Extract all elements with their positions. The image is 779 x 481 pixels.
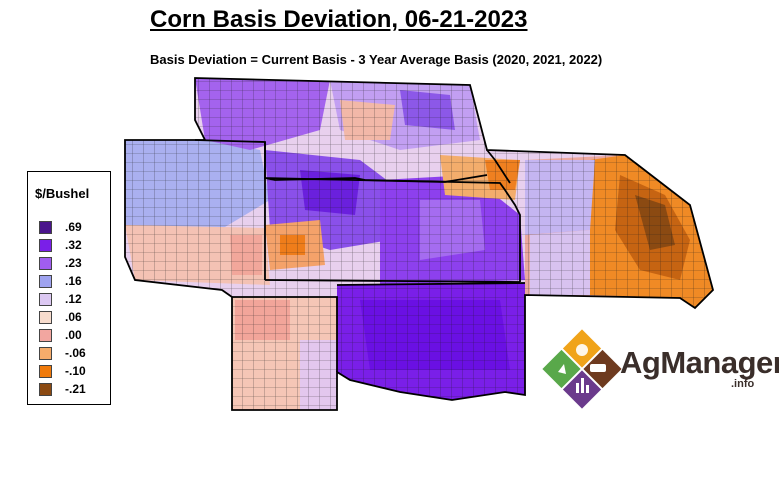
- map-subtitle: Basis Deviation = Current Basis - 3 Year…: [150, 52, 603, 67]
- legend-label: .12: [65, 292, 82, 306]
- legend-label: .32: [65, 238, 82, 252]
- legend-swatch: [39, 383, 52, 396]
- legend: $/Bushel .69 .32 .23 .16 .12 .06 .00 -.0…: [27, 171, 111, 405]
- legend-label: .06: [65, 310, 82, 324]
- legend-title: $/Bushel: [35, 186, 90, 201]
- agmanager-logo-icon[interactable]: [540, 328, 770, 410]
- logo-wordmark[interactable]: AgManager: [620, 345, 779, 380]
- legend-swatch: [39, 293, 52, 306]
- legend-label: .16: [65, 274, 82, 288]
- legend-swatch: [39, 311, 52, 324]
- map-title: Corn Basis Deviation, 06-21-2023: [150, 6, 528, 33]
- legend-label: .23: [65, 256, 82, 270]
- legend-label: .69: [65, 220, 82, 234]
- logo-suffix: .info: [731, 378, 755, 390]
- legend-swatch: [39, 257, 52, 270]
- legend-label: -.06: [65, 346, 86, 360]
- legend-swatch: [39, 365, 52, 378]
- legend-label: -.21: [65, 382, 86, 396]
- legend-swatch: [39, 329, 52, 342]
- state-borders: [124, 77, 715, 411]
- legend-label: -.10: [65, 364, 86, 378]
- legend-swatch: [39, 221, 52, 234]
- legend-swatch: [39, 347, 52, 360]
- legend-swatch: [39, 275, 52, 288]
- legend-label: .00: [65, 328, 82, 342]
- legend-swatch: [39, 239, 52, 252]
